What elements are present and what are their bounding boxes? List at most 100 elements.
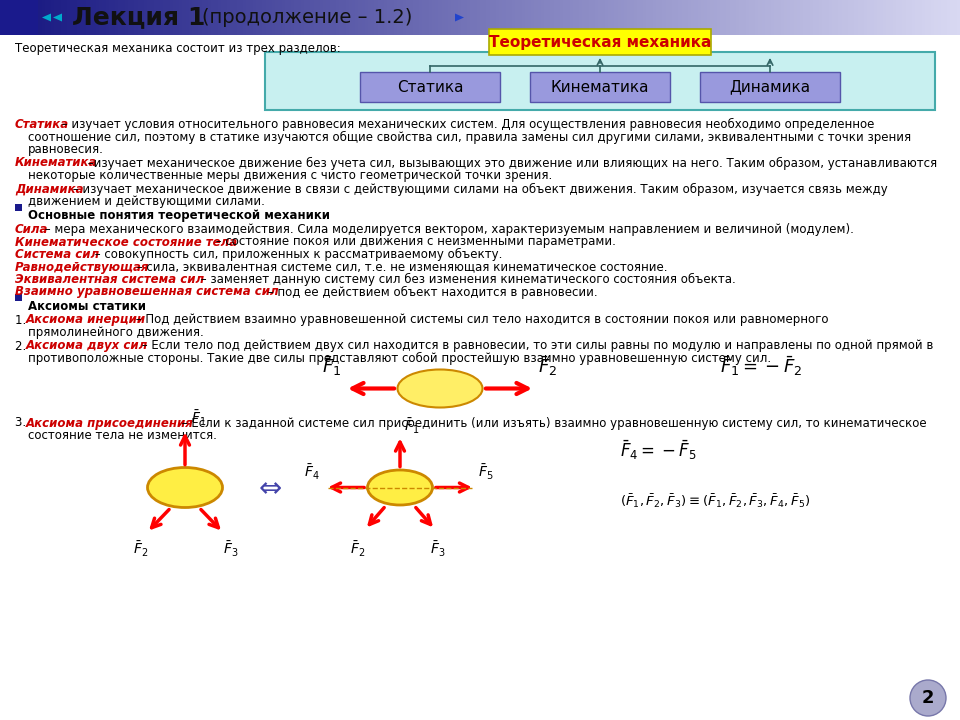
Bar: [588, 0, 593, 35]
Bar: [355, 0, 359, 35]
Bar: [55, 0, 59, 35]
Bar: [525, 0, 529, 35]
Text: – состояние покоя или движения с неизменными параметрами.: – состояние покоя или движения с неизмен…: [212, 235, 616, 248]
Ellipse shape: [368, 470, 433, 505]
Bar: [89, 0, 94, 35]
Bar: [631, 0, 635, 35]
Text: Аксиомы статики: Аксиомы статики: [28, 300, 146, 313]
Text: 1.: 1.: [15, 313, 30, 326]
Bar: [797, 0, 801, 35]
Bar: [852, 0, 855, 35]
Bar: [509, 0, 513, 35]
Bar: [422, 0, 426, 35]
Bar: [396, 0, 401, 35]
Circle shape: [910, 680, 946, 716]
Bar: [557, 0, 561, 35]
Bar: [352, 0, 356, 35]
Text: $\Leftrightarrow$: $\Leftrightarrow$: [253, 474, 282, 502]
Bar: [262, 0, 267, 35]
Text: $\bar{F}_4$: $\bar{F}_4$: [304, 463, 320, 482]
Bar: [780, 0, 785, 35]
Bar: [682, 0, 685, 35]
Text: – Под действием взаимно уравновешенной системы сил тело находится в состоянии по: – Под действием взаимно уравновешенной с…: [132, 313, 828, 326]
Bar: [675, 0, 680, 35]
Bar: [141, 0, 145, 35]
Bar: [941, 0, 945, 35]
Polygon shape: [42, 14, 51, 22]
Bar: [720, 0, 724, 35]
Bar: [147, 0, 152, 35]
Bar: [893, 0, 897, 35]
Bar: [291, 0, 296, 35]
Text: –изучает механическое движение без учета сил, вызывающих это движение или влияющ: –изучает механическое движение без учета…: [84, 156, 937, 170]
Bar: [736, 0, 740, 35]
Bar: [679, 0, 683, 35]
Text: Взаимно уравновешенная система сил: Взаимно уравновешенная система сил: [15, 286, 278, 299]
Bar: [278, 0, 282, 35]
Bar: [583, 0, 587, 35]
Polygon shape: [53, 14, 62, 22]
Bar: [84, 0, 87, 35]
Bar: [180, 0, 183, 35]
Bar: [406, 0, 411, 35]
Text: $\bar{F}_2$: $\bar{F}_2$: [350, 539, 366, 559]
Bar: [112, 0, 116, 35]
Bar: [247, 0, 251, 35]
Bar: [890, 0, 894, 35]
Bar: [448, 0, 452, 35]
Text: (продолжение – 1.2): (продолжение – 1.2): [202, 8, 413, 27]
Bar: [368, 0, 372, 35]
Bar: [310, 0, 315, 35]
Text: Теоретическая механика: Теоретическая механика: [489, 35, 711, 50]
Text: Лекция 1: Лекция 1: [72, 6, 214, 30]
Bar: [362, 0, 366, 35]
Bar: [400, 0, 404, 35]
Bar: [211, 0, 215, 35]
Bar: [730, 0, 733, 35]
Bar: [662, 0, 666, 35]
Bar: [199, 0, 203, 35]
Bar: [646, 0, 651, 35]
Bar: [516, 0, 519, 35]
Bar: [154, 0, 157, 35]
Bar: [653, 0, 657, 35]
Bar: [204, 0, 209, 35]
Bar: [550, 0, 555, 35]
Bar: [902, 0, 906, 35]
Bar: [864, 0, 868, 35]
Text: соотношение сил, поэтому в статике изучаются общие свойства сил, правила замены : соотношение сил, поэтому в статике изуча…: [28, 130, 911, 143]
Text: Аксиома инерции: Аксиома инерции: [26, 313, 146, 326]
Bar: [512, 0, 516, 35]
Bar: [7, 0, 11, 35]
Bar: [439, 0, 443, 35]
Bar: [944, 0, 948, 35]
Bar: [688, 0, 692, 35]
Bar: [281, 0, 286, 35]
Text: противоположные стороны. Такие две силы представляют собой простейшую взаимно ур: противоположные стороны. Такие две силы …: [28, 352, 771, 365]
Bar: [598, 0, 603, 35]
FancyBboxPatch shape: [360, 72, 500, 102]
Bar: [784, 0, 788, 35]
Bar: [410, 0, 414, 35]
Text: $\bar{F}_2$: $\bar{F}_2$: [133, 539, 149, 559]
Bar: [848, 0, 852, 35]
Bar: [694, 0, 699, 35]
Bar: [240, 0, 244, 35]
Bar: [374, 0, 378, 35]
Text: состояние тела не изменится.: состояние тела не изменится.: [28, 429, 217, 442]
Text: Система сил: Система сил: [15, 248, 99, 261]
Bar: [182, 0, 186, 35]
Bar: [336, 0, 340, 35]
Bar: [170, 0, 174, 35]
Bar: [496, 0, 500, 35]
Text: $(\bar{F}_1,\bar{F}_2,\bar{F}_3)\equiv(\bar{F}_1,\bar{F}_2,\bar{F}_3,\bar{F}_4,\: $(\bar{F}_1,\bar{F}_2,\bar{F}_3)\equiv(\…: [620, 492, 810, 510]
Bar: [924, 0, 929, 35]
Bar: [717, 0, 721, 35]
Bar: [425, 0, 430, 35]
Bar: [326, 0, 330, 35]
Bar: [451, 0, 455, 35]
Bar: [128, 0, 132, 35]
Bar: [64, 0, 68, 35]
Bar: [672, 0, 676, 35]
Bar: [595, 0, 599, 35]
